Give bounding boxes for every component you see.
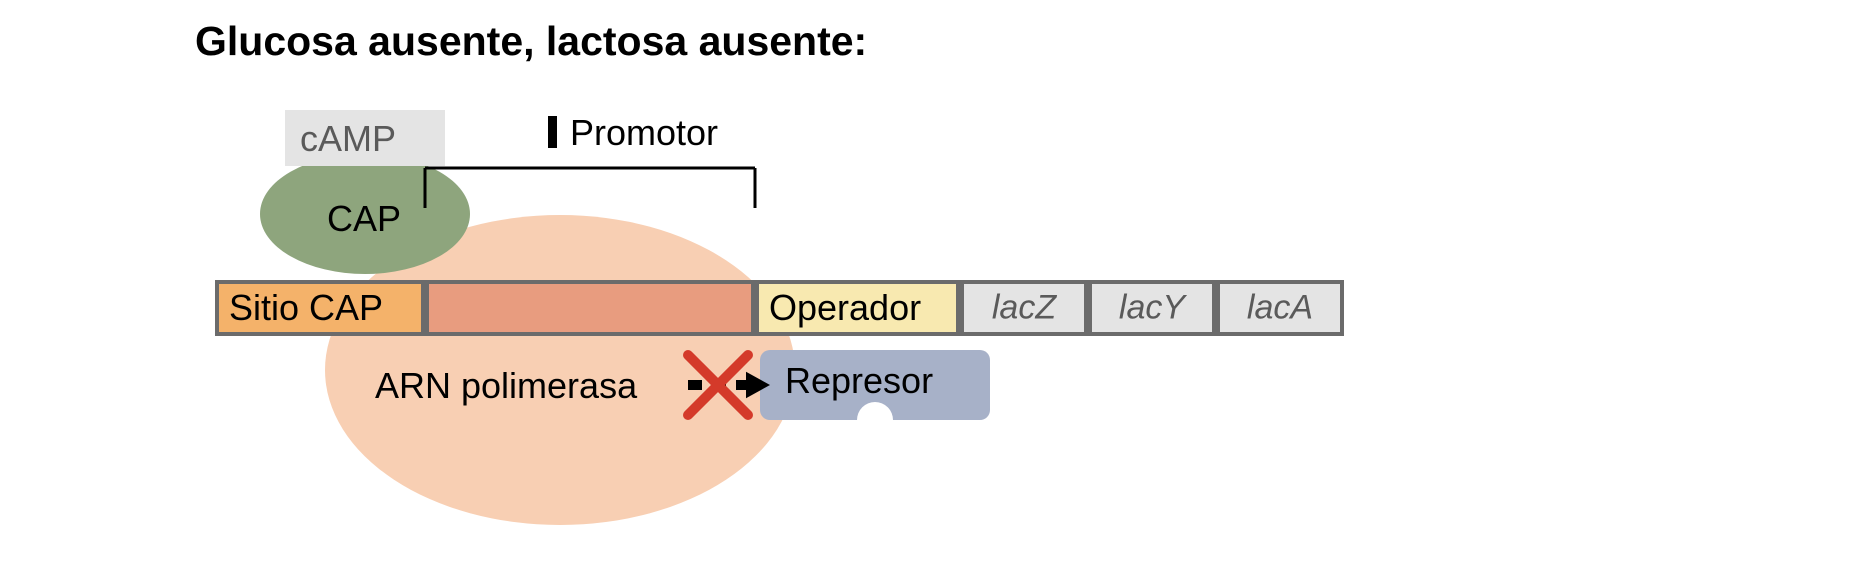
repressor-notch [857,402,893,438]
dna-segment-label-cap_site: Sitio CAP [219,287,421,329]
dna-segment-lacA: lacA [1216,280,1344,336]
cap-label: CAP [327,198,401,240]
dna-segment-lacY: lacY [1088,280,1216,336]
rna-polymerase-label: ARN polimerasa [375,365,637,407]
camp-label: cAMP [300,118,396,160]
promoter-label: Promotor [570,112,718,154]
dna-segment-cap_site: Sitio CAP [215,280,425,336]
dna-segment-label-operator: Operador [759,287,956,329]
diagram-title: Glucosa ausente, lactosa ausente: [195,18,867,65]
repressor-label: Represor [785,360,933,402]
dna-segment-label-lacA: lacA [1220,289,1340,328]
dna-segment-promoter [425,280,755,336]
dna-segment-label-lacY: lacY [1092,289,1212,328]
dna-segment-operator: Operador [755,280,960,336]
dna-segment-label-lacZ: lacZ [964,289,1084,328]
dna-segment-lacZ: lacZ [960,280,1088,336]
promoter-tick [548,116,557,148]
